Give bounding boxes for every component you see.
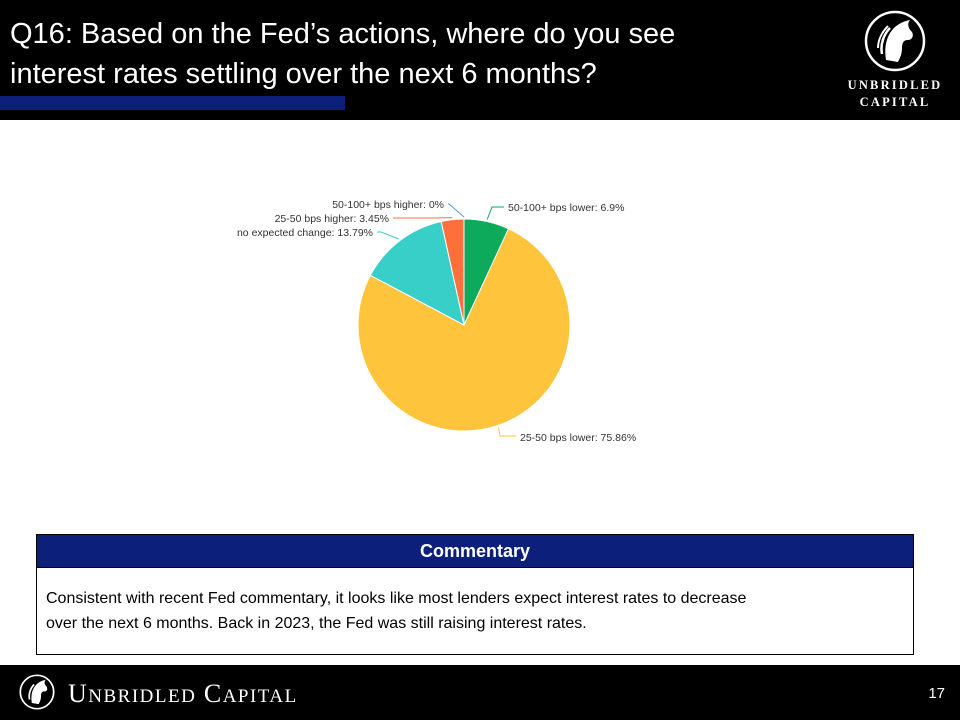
pie-slice [369,220,465,326]
commentary-line-1: Consistent with recent Fed commentary, i… [46,590,747,607]
commentary-box: Commentary Consistent with recent Fed co… [36,534,914,655]
pie-slice-label: 25-50 bps higher: 3.45% [275,213,389,225]
footer-brand-name: UNBRIDLED CAPITAL [68,679,298,709]
brand-logo: UNBRIDLED CAPITAL [840,8,950,112]
pie-slice [440,218,465,326]
title-line-2: interest rates settling over the next 6 … [10,58,597,90]
commentary-text: Consistent with recent Fed commentary, i… [37,568,913,636]
pie-slice-label: 25-50 bps lower: 75.86% [520,432,636,444]
horse-head-icon [19,674,55,710]
pie-leader-line [377,231,399,240]
commentary-line-2: over the next 6 months. Back in 2023, th… [46,615,587,632]
page-number: 17 [928,685,945,702]
pie-leader-line [486,206,504,220]
slide-title: Q16: Based on the Fed’s actions, where d… [10,14,810,94]
brand-initial-c: C [203,679,223,708]
horse-head-icon [864,10,926,72]
brand-rest-nbridled: NBRIDLED [88,686,197,707]
commentary-heading: Commentary [37,535,913,568]
logo-text-line-2: CAPITAL [859,95,931,109]
header-bar: Q16: Based on the Fed’s actions, where d… [0,0,960,120]
pie-leader-line [498,427,516,437]
brand-initial-u: U [68,679,89,708]
pie-slice-label: 50-100+ bps higher: 0% [332,199,444,211]
pie-leader-line [448,203,465,218]
logo-text-line-1: UNBRIDLED [847,78,943,92]
footer-bar: UNBRIDLED CAPITAL 17 [0,665,960,720]
title-accent-bar [0,96,345,110]
pie-chart: 50-100+ bps lower: 6.9% 25-50 bps lower: … [237,199,636,444]
brand-rest-apital: APITAL [222,686,298,707]
pie-slice [357,228,571,432]
pie-slice-label: 50-100+ bps lower: 6.9% [508,202,624,214]
pie-slice-label: no expected change: 13.79% [237,227,373,239]
title-line-1: Q16: Based on the Fed’s actions, where d… [10,18,676,50]
